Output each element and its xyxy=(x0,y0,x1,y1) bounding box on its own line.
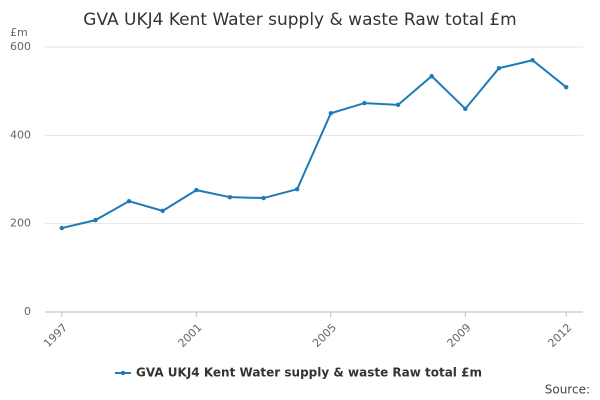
y-tick-label: 600 xyxy=(10,40,31,53)
y-tick-label: 0 xyxy=(24,305,31,318)
point xyxy=(160,208,165,214)
x-tick-label: 1997 xyxy=(41,321,70,350)
legend-label: GVA UKJ4 Kent Water supply & waste Raw t… xyxy=(136,366,482,380)
x-tick-label: 2005 xyxy=(310,321,339,350)
point xyxy=(328,111,334,116)
y-tick-label: 400 xyxy=(10,128,31,141)
point xyxy=(227,194,233,200)
point xyxy=(563,84,569,90)
source: Source: xyxy=(545,383,590,397)
x-tick-label: 2001 xyxy=(176,321,205,350)
point xyxy=(429,73,434,79)
point xyxy=(395,102,401,108)
legend-marker xyxy=(120,370,126,376)
point xyxy=(261,195,266,201)
point xyxy=(59,225,65,231)
x-tick-label: 2012 xyxy=(545,321,574,350)
y-tick-label: 200 xyxy=(10,217,31,230)
point xyxy=(93,217,98,223)
point xyxy=(294,187,300,192)
chart-title: GVA UKJ4 Kent Water supply & waste Raw t… xyxy=(83,10,516,30)
point xyxy=(126,198,132,204)
point xyxy=(362,100,367,106)
point xyxy=(496,66,502,71)
y-axis-label: £m xyxy=(10,26,28,39)
point xyxy=(530,58,535,63)
x-tick-label: 2009 xyxy=(445,321,474,350)
point xyxy=(194,187,199,193)
point xyxy=(463,106,468,112)
line xyxy=(61,59,567,230)
